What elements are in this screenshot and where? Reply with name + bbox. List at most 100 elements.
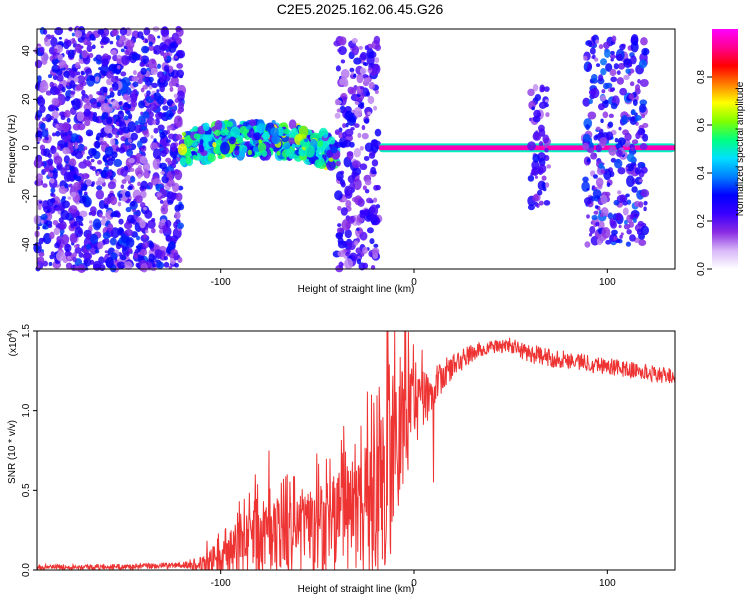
spectrogram-cell [583, 55, 588, 61]
spectrogram-cell [271, 134, 281, 145]
spectrogram-cell [623, 74, 630, 80]
spectrogram-cell [630, 41, 639, 53]
spectrogram-cell [159, 131, 166, 139]
spectrogram-cell [538, 141, 544, 147]
spectrogram-cell [106, 55, 112, 60]
spectrogram-cell [334, 129, 340, 135]
spectrogram-cell [630, 116, 637, 122]
spectrogram-cell [138, 100, 146, 109]
spectrogram-cell [89, 224, 93, 228]
spectrogram-cell [262, 131, 270, 140]
spectrogram-cell [39, 46, 45, 54]
spectrogram-cell [361, 124, 366, 131]
spectrogram-axes: -100 0 100 -40 -20 0 20 40 [21, 45, 616, 288]
spectrogram-cell [609, 68, 617, 77]
spectrogram-cell [151, 82, 158, 89]
spectrogram-cell [106, 171, 110, 176]
spectrogram-cell [68, 205, 78, 214]
spectrogram-cell [595, 177, 604, 188]
spectrogram-cell [57, 165, 62, 170]
spectrogram-cell [110, 138, 116, 146]
spectrogram-cell [616, 194, 626, 203]
spectrogram-cell [140, 190, 147, 199]
spectrogram-cell [141, 145, 146, 149]
spectrogram-cell [169, 192, 177, 201]
spectrogram-cell [144, 209, 153, 219]
spectrogram-cell [52, 220, 59, 226]
spectrogram-cell [159, 199, 164, 204]
spectrogram-cell [374, 44, 382, 51]
spectrogram-cell [374, 128, 382, 137]
spectrogram-cell [613, 236, 618, 241]
spectrogram-cell [97, 28, 105, 35]
spectrogram-cell [137, 181, 141, 187]
spectrogram-cell [336, 171, 344, 182]
spectrogram-cell [623, 223, 631, 230]
snr-y-tick-label: 1.5 [21, 324, 32, 338]
spectrogram-cell [91, 211, 96, 217]
spectrogram-cell [340, 69, 350, 79]
spectrogram-cell [619, 43, 626, 51]
spectrogram-cell [38, 251, 45, 257]
spectrogram-cell [50, 187, 56, 194]
spectrogram-cell [624, 132, 632, 141]
spectrogram-cell [132, 81, 139, 88]
spectrogram-cell [586, 214, 590, 219]
spectrogram-cell [147, 58, 157, 71]
spectrogram-cell [538, 164, 547, 174]
spectrogram-cell [120, 48, 125, 53]
spectrogram-cell [60, 234, 70, 245]
spectrogram-cell [236, 135, 244, 144]
spectrogram-cell [605, 63, 613, 72]
spectrogram-cell [67, 196, 72, 200]
spectrogram-cell [637, 220, 644, 227]
spectrogram-cell [202, 122, 210, 132]
spectrogram-cell [47, 74, 53, 79]
spectrogram-cell [35, 136, 42, 143]
spectrogram-cell [617, 62, 625, 70]
snr-x-tick-label: 0 [411, 578, 417, 589]
spectrogram-cell [104, 145, 114, 157]
spectrogram-cell [120, 184, 125, 189]
spectrogram-cell [57, 54, 64, 61]
spectrogram-cell [334, 112, 341, 119]
spectrogram-cell [77, 36, 86, 43]
spectrogram-cell [643, 206, 647, 212]
snr-axes: -100 0 100 0.0 0.5 1.0 1.5 [21, 324, 616, 589]
spectrogram-cell [117, 201, 122, 207]
spectrogram-cell [191, 150, 196, 155]
spectrogram-cell [42, 183, 48, 188]
spectrogram-cell [125, 110, 131, 115]
spectrogram-cell [527, 141, 536, 151]
spectrogram-cell [589, 225, 596, 234]
spectrogram-cell [359, 67, 367, 75]
spectrogram-cell [174, 55, 178, 59]
spectrogram-cell [359, 231, 368, 241]
spectrogram-cell [337, 240, 347, 249]
spectrogram-cell [335, 232, 343, 238]
spectrogram-cell [37, 205, 42, 211]
spectrogram-cell [336, 227, 344, 234]
spectrogram-cell [54, 88, 61, 95]
spectrogram-cell [41, 128, 49, 138]
spectrogram-cell [337, 223, 342, 228]
spectrogram-cell [354, 123, 360, 128]
spectrogram-cell [149, 103, 158, 112]
spectrogram-cell [142, 162, 151, 173]
spectrogram-cell [134, 195, 143, 204]
spectrogram-cell [371, 247, 380, 256]
spectrogram-cell [49, 165, 55, 171]
spectrogram-cell [84, 160, 91, 167]
spectrogram-cell [349, 182, 355, 190]
spectrogram-cell [632, 99, 638, 106]
spectrogram-cell [73, 77, 79, 83]
spectrogram-cell [61, 195, 66, 200]
spectrogram-cell [364, 179, 372, 186]
spectrogram-cell [346, 151, 354, 161]
spectrogram-cell [588, 42, 592, 48]
spectrogram-cell [536, 203, 540, 208]
spectrogram-cell [351, 45, 360, 56]
spectrogram-cell [64, 250, 72, 257]
spectrogram-cell [58, 59, 67, 69]
spectrogram-cell [167, 249, 171, 255]
